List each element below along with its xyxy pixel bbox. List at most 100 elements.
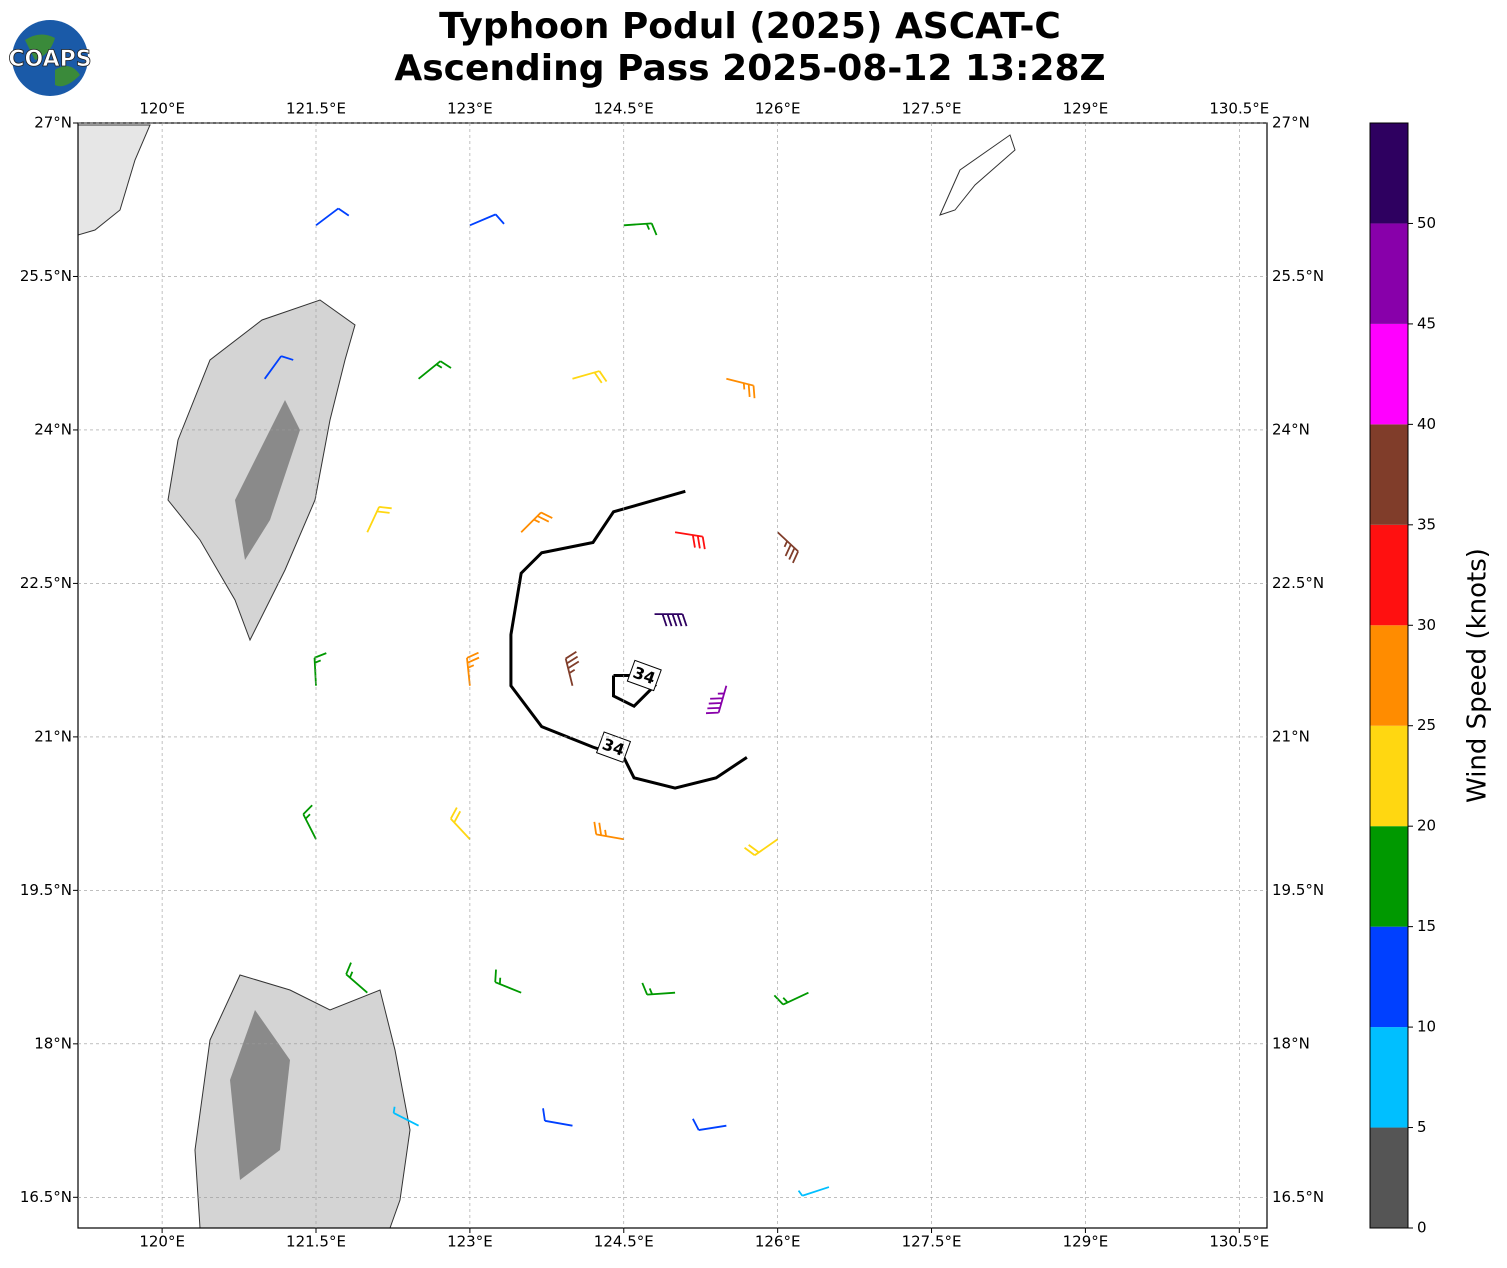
chart-title: Typhoon Podul (2025) ASCAT-C — [439, 6, 1061, 47]
x-tick-label: 126°E — [755, 100, 801, 118]
colorbar-tick-label: 45 — [1417, 314, 1436, 332]
land-luzon-mountains — [230, 1010, 290, 1180]
colorbar-tick-label: 30 — [1417, 616, 1436, 634]
wind-barb — [674, 531, 706, 550]
x-tick-label: 120°E — [139, 1233, 185, 1251]
colorbar-tick-label: 15 — [1417, 917, 1436, 935]
y-tick-label: 22.5°N — [1272, 574, 1324, 592]
y-tick-label: 18°N — [1272, 1034, 1310, 1052]
x-tick-label: 130.5°E — [1209, 100, 1269, 118]
wind-barb — [726, 377, 756, 399]
colorbar-tick-label: 35 — [1417, 515, 1436, 533]
colorbar-tick-label: 40 — [1417, 415, 1436, 433]
y-tick-label: 27°N — [34, 114, 72, 132]
wind-barb — [564, 651, 580, 686]
wind-barb — [494, 969, 522, 994]
colorbar-swatch — [1370, 323, 1408, 425]
x-tick-label: 124.5°E — [594, 1233, 654, 1251]
x-tick-label: 126°E — [755, 1233, 801, 1251]
colorbar-frame — [1369, 122, 1409, 1229]
colorbar-swatch — [1370, 826, 1408, 927]
land-taiwan-mountains — [235, 400, 300, 560]
y-tick-label: 25.5°N — [1272, 267, 1324, 285]
wind-barb — [641, 982, 676, 996]
wind-barb — [777, 531, 799, 564]
y-tick-label: 22.5°N — [20, 574, 72, 592]
wind-barb — [692, 1118, 727, 1131]
land — [78, 124, 1016, 1228]
wind-barb — [542, 1108, 573, 1127]
colorbar-swatch — [1370, 725, 1408, 827]
wind-barb — [450, 807, 471, 840]
wind-barb — [313, 652, 327, 686]
colorbar-swatch — [1370, 424, 1408, 525]
wind-barb — [705, 685, 728, 715]
wind-barb — [773, 991, 809, 1006]
y-tick-label: 16.5°N — [1272, 1188, 1324, 1206]
y-tick-label: 19.5°N — [20, 881, 72, 899]
colorbar-tick-label: 25 — [1417, 716, 1436, 734]
wind-barb — [623, 222, 658, 236]
x-tick-label: 129°E — [1063, 100, 1109, 118]
wind-barb — [654, 613, 688, 627]
wind-barb — [345, 962, 368, 994]
land-china — [78, 124, 151, 236]
contour-label-box — [626, 659, 662, 692]
colorbar-tick-label: 5 — [1417, 1118, 1427, 1136]
colorbar-tick-label: 20 — [1417, 817, 1436, 835]
colorbar-swatch — [1370, 1027, 1408, 1128]
x-tick-label: 123°E — [447, 100, 493, 118]
wind-barb — [418, 360, 452, 380]
wind-barb — [572, 370, 608, 384]
y-tick-label: 24°N — [34, 420, 72, 438]
x-tick-label: 129°E — [1063, 1233, 1109, 1251]
logo-land — [25, 34, 80, 87]
x-tick-label: 123°E — [447, 1233, 493, 1251]
y-tick-label: 21°N — [34, 727, 72, 745]
colorbar-tick-label: 0 — [1417, 1219, 1427, 1237]
logo-text: COAPS — [8, 47, 91, 72]
y-tick-label: 16.5°N — [20, 1188, 72, 1206]
land-luzon — [194, 974, 411, 1228]
colorbar-tick-label: 10 — [1417, 1018, 1436, 1036]
x-tick-label: 120°E — [139, 100, 185, 118]
chart-subtitle: Ascending Pass 2025-08-12 13:28Z — [394, 48, 1105, 89]
y-tick-label: 18°N — [34, 1034, 72, 1052]
colorbar-swatch — [1370, 625, 1408, 726]
wind-barb — [469, 213, 505, 227]
wind-barb — [744, 838, 779, 857]
wind-barb — [263, 355, 294, 380]
wind-barb — [366, 505, 392, 533]
contour-label-box — [595, 731, 632, 763]
colorbar-swatch — [1370, 524, 1408, 626]
x-tick-label: 121.5°E — [286, 1233, 346, 1251]
y-tick-label: 27°N — [1272, 114, 1310, 132]
land-okinawa — [939, 134, 1016, 216]
y-tick-label: 25.5°N — [20, 267, 72, 285]
wind-barb — [466, 651, 480, 686]
wind-barb — [392, 1106, 420, 1127]
wind-barb — [797, 1186, 830, 1197]
y-tick-label: 21°N — [1272, 727, 1310, 745]
x-tick-label: 127.5°E — [902, 1233, 962, 1251]
x-tick-label: 127.5°E — [902, 100, 962, 118]
wind-barb — [315, 207, 350, 227]
x-tick-label: 121.5°E — [286, 100, 346, 118]
contour-line — [509, 489, 748, 790]
wind-barb — [302, 804, 317, 840]
colorbar-swatch — [1370, 1127, 1408, 1228]
wind-barb — [520, 511, 553, 533]
wind-barb — [593, 821, 624, 841]
colorbar-tick-label: 50 — [1417, 214, 1436, 232]
colorbar-swatch — [1370, 926, 1408, 1028]
x-tick-label: 124.5°E — [594, 100, 654, 118]
colorbar-swatch — [1370, 123, 1408, 224]
x-tick-label: 130.5°E — [1209, 1233, 1269, 1251]
y-tick-label: 19.5°N — [1272, 881, 1324, 899]
y-tick-label: 24°N — [1272, 420, 1310, 438]
colorbar-label: Wind Speed (knots) — [1463, 548, 1493, 803]
colorbar-swatch — [1370, 223, 1408, 324]
